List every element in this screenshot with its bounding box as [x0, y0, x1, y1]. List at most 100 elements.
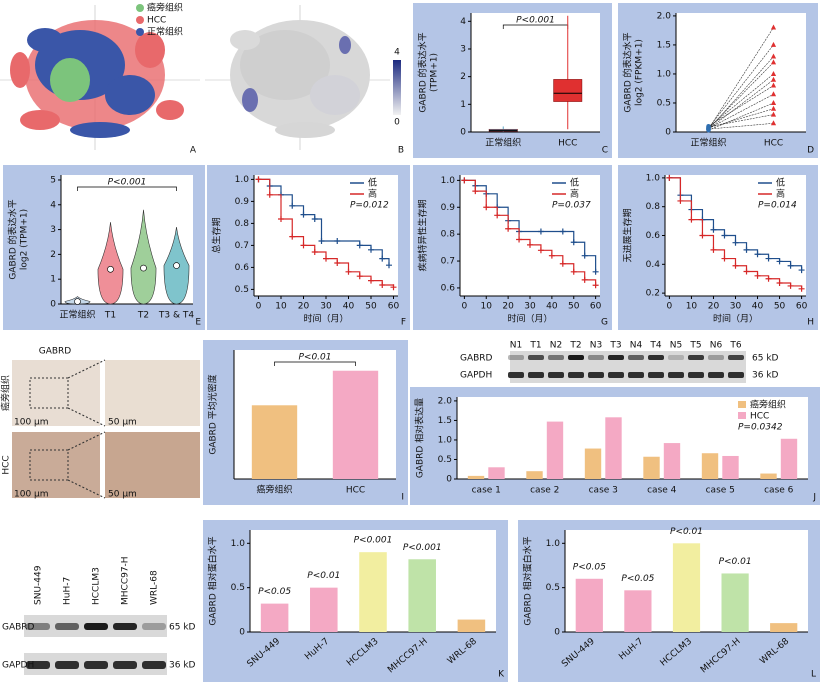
- point: [770, 53, 777, 59]
- violin: [97, 222, 124, 305]
- censor-mark: [505, 225, 512, 232]
- legend-label: HCC: [147, 16, 166, 26]
- x-axis-label: 时间（月）: [713, 313, 758, 325]
- panel-letter: L: [811, 670, 816, 680]
- censor-mark: [592, 268, 599, 275]
- bar: [584, 448, 602, 479]
- censor-mark: [318, 238, 325, 244]
- y-axis-label: GABRD 的表达水平: [7, 199, 19, 279]
- y-tick-label: 1: [460, 100, 466, 110]
- blot-band: [728, 372, 744, 378]
- significance-bracket: [77, 186, 177, 191]
- censor-mark: [356, 242, 363, 249]
- censor-mark: [581, 252, 588, 259]
- blot-band: [588, 355, 604, 360]
- x-tick-label: 正常组织: [485, 137, 521, 149]
- censor-mark: [300, 242, 307, 249]
- y-tick-label: 1.0: [438, 435, 453, 445]
- x-tick-label: 癌旁组织: [256, 484, 292, 496]
- x-tick-label: 50: [568, 302, 580, 312]
- censor-mark: [289, 202, 296, 209]
- censor-mark: [386, 262, 392, 269]
- blot-band: [142, 661, 166, 669]
- blot-band: [688, 372, 704, 378]
- x-tick-label: 60: [796, 302, 808, 312]
- bar: [605, 417, 622, 479]
- bar: [722, 455, 739, 479]
- legend-swatch: [738, 401, 746, 408]
- annotation: P=0.037: [552, 201, 591, 211]
- blot-band: [728, 355, 744, 360]
- censor-mark: [368, 246, 374, 253]
- y-tick-label: 0: [554, 628, 560, 638]
- x-tick-label: case 3: [589, 486, 618, 496]
- pair-line: [708, 94, 774, 129]
- x-tick-label: 60: [590, 302, 602, 312]
- y-tick-label: 0.8: [235, 219, 250, 229]
- colorbar-label: 0: [394, 118, 400, 128]
- y-tick-label: 1.0: [235, 175, 250, 185]
- y-axis-label: GABRD 的表达水平: [417, 32, 429, 112]
- blot-row-label: GAPDH: [2, 661, 34, 671]
- y-tick-label: 0.8: [441, 230, 456, 240]
- y-axis-label: 疾病特异性生存期: [417, 199, 429, 271]
- scale-bar-label: 50 μm: [108, 490, 137, 500]
- blot-band: [55, 623, 79, 630]
- blot-band: [668, 355, 684, 360]
- legend-marker: [136, 16, 144, 24]
- blot-band: [568, 372, 584, 378]
- legend-label: 低: [570, 177, 579, 189]
- censor-mark: [798, 285, 805, 292]
- legend-marker: [136, 4, 144, 12]
- bar-annotation: P<0.05: [621, 574, 654, 584]
- y-tick-label: 1.5: [657, 40, 671, 50]
- y-tick-label: 0: [460, 128, 466, 138]
- lane-label: T5: [689, 341, 701, 351]
- y-tick-label: 0.6: [646, 231, 661, 241]
- plot-area: [471, 13, 600, 132]
- x-tick-label: case 6: [764, 486, 794, 496]
- bar-annotation: P<0.01: [307, 571, 340, 581]
- lane-label: T1: [529, 341, 541, 351]
- lane-label: HuH-7: [63, 577, 73, 605]
- annotation: P<0.01: [298, 353, 331, 363]
- panel-letter: G: [601, 318, 608, 328]
- panel-letter: H: [807, 318, 814, 328]
- y-tick-label: 0.5: [235, 285, 249, 295]
- censor-mark: [516, 236, 523, 243]
- blot-band: [648, 355, 664, 360]
- y-tick-label: 4: [460, 17, 466, 27]
- censor-mark: [289, 233, 296, 240]
- pair-line: [708, 108, 774, 129]
- censor-mark: [677, 197, 684, 204]
- x-tick-label: 10: [686, 302, 698, 312]
- blot-band: [548, 372, 564, 378]
- y-tick-label: 4: [50, 200, 56, 210]
- y-axis-label: 总生存期: [211, 217, 223, 253]
- blot-row-label: GAPDH: [460, 371, 492, 381]
- y-axis-label: log2 (TPM+1): [20, 209, 30, 270]
- censor-mark: [765, 275, 772, 282]
- bar: [780, 438, 798, 479]
- lane-label: N6: [710, 341, 723, 351]
- x-tick-label: 正常组织: [690, 137, 726, 149]
- y-tick-label: 3: [460, 44, 466, 54]
- x-tick-label: T3 & T4: [158, 311, 194, 321]
- y-tick-label: 2: [460, 72, 466, 82]
- bar: [672, 543, 701, 632]
- bar-annotation: P<0.01: [670, 527, 703, 537]
- pair-line: [708, 114, 774, 128]
- legend-label: 低: [776, 177, 785, 189]
- lane-label: T6: [729, 341, 741, 351]
- pair-line: [708, 79, 774, 130]
- bar-annotation: P<0.001: [403, 543, 442, 553]
- legend-label: 正常组织: [147, 26, 183, 38]
- blot-band: [668, 372, 684, 378]
- lane-label: N2: [550, 341, 562, 351]
- annotation: P=0.014: [758, 201, 797, 211]
- lane-label: WRL-68: [150, 570, 160, 605]
- censor-mark: [472, 188, 479, 195]
- lane-label: HCCLM3: [92, 567, 102, 605]
